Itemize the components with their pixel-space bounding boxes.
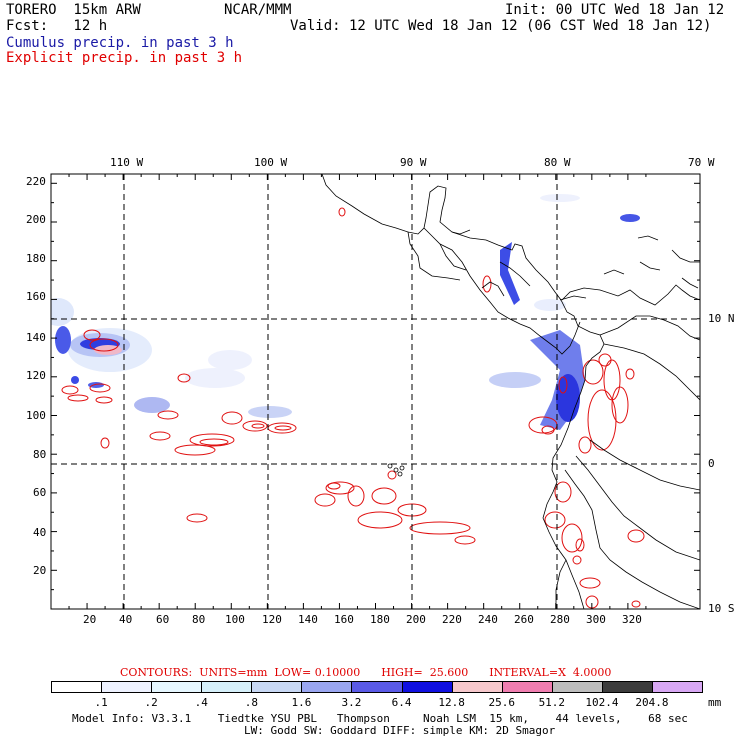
model-title: TORERO 15km ARW <box>6 2 141 18</box>
x-tick-label: 240 <box>478 613 498 626</box>
y-tick-label: 180 <box>26 252 46 265</box>
x-tick-label: 180 <box>370 613 390 626</box>
legend-label: 1.6 <box>291 696 312 709</box>
org-label: NCAR/MMM <box>224 2 292 18</box>
legend-swatch <box>251 681 303 693</box>
lon-label-100w: 100 W <box>254 156 288 169</box>
legend-swatch <box>151 681 203 693</box>
legend-swatch <box>501 681 553 693</box>
lon-label-110w: 110 W <box>110 156 144 169</box>
x-tick-label: 320 <box>622 613 642 626</box>
lon-label-70w: 70 W <box>688 156 715 169</box>
legend-swatch <box>101 681 153 693</box>
legend-label: 204.8 <box>635 696 669 709</box>
field-cumulus-label: Cumulus precip. in past 3 h <box>6 35 234 51</box>
field-explicit-label: Explicit precip. in past 3 h <box>6 50 243 66</box>
legend-label: .1 <box>94 696 108 709</box>
cumulus-precip-shading <box>51 194 640 430</box>
legend-swatch <box>601 681 653 693</box>
legend-label: 3.2 <box>341 696 362 709</box>
x-tick-label: 200 <box>406 613 426 626</box>
x-tick-label: 60 <box>156 613 170 626</box>
legend-label: 12.8 <box>438 696 465 709</box>
x-tick-label: 220 <box>442 613 462 626</box>
x-tick-label: 40 <box>119 613 133 626</box>
x-tick-label: 140 <box>298 613 318 626</box>
forecast-hour: Fcst: 12 h <box>6 18 108 34</box>
lat-label-10s: 10 S <box>708 602 735 615</box>
legend-swatch <box>51 681 103 693</box>
y-tick-label: 100 <box>26 409 46 422</box>
y-tick-label: 80 <box>33 448 47 461</box>
graticule <box>51 174 700 609</box>
legend-swatch <box>301 681 353 693</box>
init-time: Init: 00 UTC Wed 18 Jan 12 <box>505 2 725 18</box>
x-tick-label: 260 <box>514 613 534 626</box>
legend-label: 51.2 <box>538 696 566 709</box>
map-content <box>51 174 700 609</box>
legend-label: .8 <box>244 696 258 709</box>
lat-label-10n: 10 N <box>708 312 735 325</box>
x-tick-label: 20 <box>83 613 97 626</box>
legend-label: 6.4 <box>391 696 412 709</box>
lon-label-80w: 80 W <box>544 156 571 169</box>
legend-swatch <box>401 681 453 693</box>
explicit-precip-contours <box>61 207 645 609</box>
y-tick-label: 140 <box>26 331 46 344</box>
model-info: Model Info: V3.3.1 Tiedtke YSU PBL Thomp… <box>72 712 688 725</box>
y-tick-label: 60 <box>33 486 47 499</box>
legend-label: 25.6 <box>488 696 515 709</box>
model-info-physics: LW: Godd SW: Goddard DIFF: simple KM: 2D… <box>244 724 556 737</box>
legend-swatch <box>201 681 253 693</box>
legend-label: 102.4 <box>585 696 619 709</box>
x-tick-label: 120 <box>262 613 282 626</box>
valid-time: Valid: 12 UTC Wed 18 Jan 12 (06 CST Wed … <box>290 18 712 34</box>
x-tick-label: 80 <box>192 613 206 626</box>
x-tick-label: 100 <box>225 613 245 626</box>
y-tick-label: 160 <box>26 290 46 303</box>
lat-label-0: 0 <box>708 457 715 470</box>
legend-labels: .1 .2 .4 .8 1.6 3.2 6.4 12.8 25.6 51.2 102.4 204.8 <box>51 695 702 709</box>
lon-label-90w: 90 W <box>400 156 427 169</box>
y-tick-label: 200 <box>26 213 46 226</box>
contours-info: CONTOURS: UNITS=mm LOW= 0.10000 HIGH= 25… <box>120 666 612 679</box>
y-tick-label: 40 <box>33 526 47 539</box>
legend-colorbar <box>51 681 703 693</box>
axis-ticks <box>50 174 700 610</box>
x-tick-label: 160 <box>334 613 354 626</box>
y-tick-label: 120 <box>26 369 46 382</box>
legend-swatch <box>551 681 603 693</box>
x-tick-label: 280 <box>550 613 570 626</box>
map-frame <box>50 173 701 610</box>
x-tick-label: 300 <box>586 613 606 626</box>
legend-label: .4 <box>194 696 208 709</box>
legend-label: .2 <box>144 696 158 709</box>
legend-swatch <box>651 681 703 693</box>
y-tick-label: 20 <box>33 564 47 577</box>
legend-swatch <box>351 681 403 693</box>
legend-unit: mm <box>708 696 722 709</box>
legend-swatch <box>451 681 503 693</box>
coastlines <box>321 174 700 609</box>
y-tick-label: 220 <box>26 175 46 188</box>
